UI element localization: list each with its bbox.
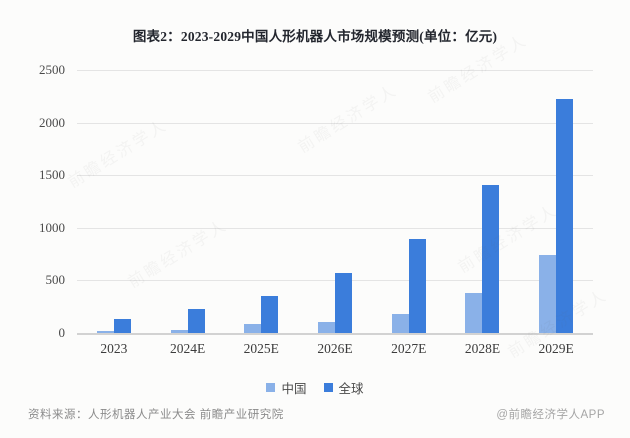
legend-swatch-china (266, 383, 276, 392)
gridline (77, 227, 593, 229)
global-bar (482, 184, 500, 333)
bar-group (446, 70, 520, 333)
bar-group (372, 70, 446, 333)
bar-group (77, 70, 151, 333)
china-bar (170, 329, 188, 333)
x-tick-label: 2029E (538, 341, 574, 356)
x-axis: 2023 2024E 2025E 2026E 2027E 2028E 2029E (77, 341, 593, 357)
legend-item-global: 全球 (323, 378, 364, 397)
bar-group (298, 70, 372, 333)
bar-group (151, 70, 225, 333)
global-bar (335, 273, 353, 333)
bar-groups (77, 70, 593, 333)
legend-swatch-global (323, 383, 333, 392)
china-bar (465, 293, 483, 333)
x-tick-label: 2027E (391, 341, 427, 356)
footer-credit: @前瞻经济学人APP (496, 409, 605, 421)
y-tick-label: 1000 (39, 219, 65, 235)
legend-label-global: 全球 (338, 382, 364, 396)
legend-item-china: 中国 (266, 378, 307, 397)
x-tick-label: 2025E (243, 341, 279, 356)
bar-group (224, 70, 298, 333)
y-tick-label: 2500 (39, 62, 65, 77)
global-bar (408, 239, 426, 333)
x-tick-label: 2023 (100, 341, 128, 356)
bar-group (519, 70, 593, 333)
x-tick-label: 2028E (464, 341, 501, 356)
global-bar (261, 296, 279, 333)
global-bar (113, 319, 131, 333)
gridline (77, 122, 593, 124)
y-axis: 0 500 1000 1500 2000 2500 (0, 62, 68, 340)
china-bar (391, 313, 409, 333)
chart-title: 图表2：2023-2029中国人形机器人市场规模预测(单位：亿元) (132, 29, 498, 44)
y-tick-label: 500 (45, 272, 66, 288)
footer-source: 资料来源：人形机器人产业大会 前瞻产业研究院 (28, 409, 284, 421)
gridline (77, 280, 593, 282)
x-axis-baseline (77, 333, 593, 335)
global-bar (187, 309, 205, 333)
y-tick-label: 0 (58, 325, 66, 340)
legend: 中国 全球 (0, 378, 630, 397)
gridline (77, 70, 593, 71)
legend-label-china: 中国 (281, 382, 307, 396)
y-tick-label: 1500 (39, 167, 65, 183)
china-bar (318, 322, 336, 333)
china-bar (96, 330, 114, 333)
plot-area (77, 70, 593, 335)
china-bar (244, 324, 262, 333)
china-bar (539, 255, 557, 333)
x-tick-label: 2026E (317, 341, 353, 356)
x-tick-label: 2024E (169, 341, 206, 356)
y-tick-label: 2000 (39, 114, 65, 130)
global-bar (556, 99, 574, 333)
gridline (77, 175, 593, 177)
